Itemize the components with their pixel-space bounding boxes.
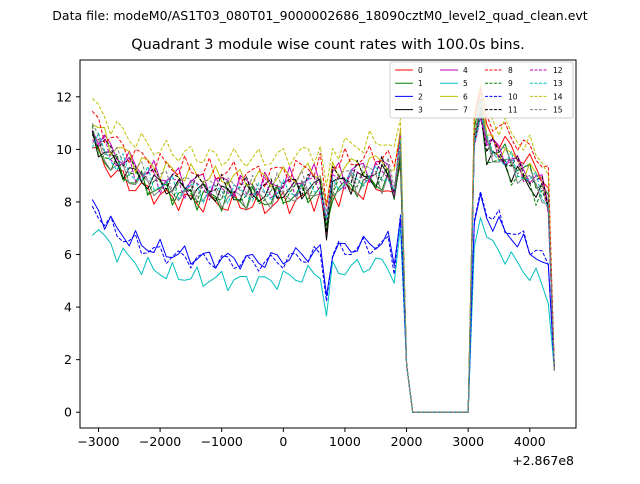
legend-label-4: 4 bbox=[463, 66, 468, 75]
legend-label-10: 10 bbox=[508, 92, 518, 101]
legend-label-15: 15 bbox=[553, 106, 563, 115]
legend-label-11: 11 bbox=[508, 106, 518, 115]
x-tick-label: 0 bbox=[279, 434, 287, 449]
legend-label-12: 12 bbox=[553, 66, 563, 75]
y-tick-label: 4 bbox=[64, 300, 72, 315]
legend-label-6: 6 bbox=[463, 92, 468, 101]
y-tick-label: 0 bbox=[64, 405, 72, 420]
series-line-5 bbox=[91, 217, 555, 413]
x-tick-label: 3000 bbox=[452, 434, 484, 449]
axes: −3000 −2000 −1000 0 1000 2000 3000 400002468101… bbox=[56, 59, 577, 449]
y-tick-label: 12 bbox=[56, 89, 72, 104]
x-tick-label: −3000 bbox=[77, 434, 119, 449]
x-tick-label: −2000 bbox=[139, 434, 181, 449]
legend-label-9: 9 bbox=[508, 79, 513, 88]
legend-label-1: 1 bbox=[418, 79, 423, 88]
series-line-2 bbox=[91, 193, 555, 413]
x-offset-label: +2.867e8 bbox=[512, 453, 574, 468]
y-tick-label: 10 bbox=[56, 142, 72, 157]
legend-label-5: 5 bbox=[463, 79, 468, 88]
y-tick-label: 6 bbox=[64, 247, 72, 262]
legend-label-14: 14 bbox=[553, 92, 563, 101]
legend-label-2: 2 bbox=[418, 92, 423, 101]
plot-area bbox=[80, 60, 576, 428]
x-tick-label: 1000 bbox=[329, 434, 361, 449]
series-line-13 bbox=[91, 114, 555, 413]
y-tick-label: 8 bbox=[64, 194, 72, 209]
legend-label-8: 8 bbox=[508, 66, 513, 75]
y-tick-label: 2 bbox=[64, 352, 72, 367]
chart-title: Quadrant 3 module wise count rates with … bbox=[131, 37, 525, 53]
series-line-15 bbox=[91, 106, 555, 413]
x-tick-label: 4000 bbox=[514, 434, 546, 449]
x-tick-label: −1000 bbox=[201, 434, 243, 449]
series-line-10 bbox=[91, 190, 555, 413]
axes-frame bbox=[79, 59, 577, 429]
x-tick-label: 2000 bbox=[391, 434, 423, 449]
legend-label-3: 3 bbox=[418, 106, 423, 115]
series-line-8 bbox=[91, 85, 555, 413]
legend-label-7: 7 bbox=[463, 106, 468, 115]
legend-label-0: 0 bbox=[418, 66, 423, 75]
legend-label-13: 13 bbox=[553, 79, 563, 88]
legend-box bbox=[389, 61, 574, 119]
figure-supertitle: Data file: modeM0/AS1T03_080T01_90000026… bbox=[52, 8, 587, 23]
